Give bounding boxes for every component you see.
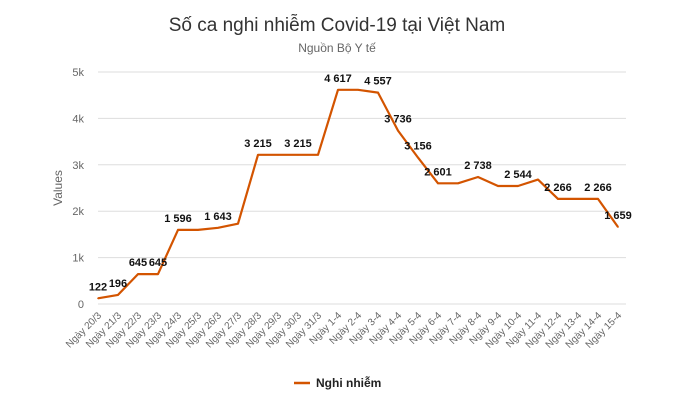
data-point <box>357 88 359 91</box>
y-tick-label: 3k <box>72 160 84 172</box>
gridlines <box>98 71 626 305</box>
y-tick-label: 0 <box>78 299 84 311</box>
y-tick-label: 5k <box>72 67 84 79</box>
data-point <box>477 176 479 178</box>
legend: Nghi nhiễm <box>294 375 381 390</box>
data-label: 4 557 <box>364 76 392 88</box>
data-label: 122 <box>89 281 107 293</box>
data-point <box>457 182 459 185</box>
data-point <box>397 129 399 132</box>
data-point <box>557 198 559 200</box>
y-axis-label: Values <box>51 170 65 206</box>
data-label: 3 215 <box>284 138 312 150</box>
chart-subtitle: Nguồn Bộ Y tế <box>298 41 376 55</box>
data-label: 196 <box>109 278 127 290</box>
data-point <box>537 178 539 181</box>
data-point <box>177 229 179 231</box>
data-point <box>577 198 579 200</box>
data-point <box>617 226 619 228</box>
data-label: 3 215 <box>244 138 272 150</box>
data-point <box>257 154 259 156</box>
data-point <box>517 185 519 187</box>
data-point <box>297 154 299 156</box>
data-label: 2 266 <box>544 182 572 194</box>
series-line-nghi-nhiem <box>97 88 619 300</box>
data-point <box>217 226 219 229</box>
data-label: 2 266 <box>584 182 612 194</box>
data-point <box>377 91 379 94</box>
data-label: 2 544 <box>504 169 532 181</box>
data-point <box>117 294 119 296</box>
data-point <box>337 88 339 91</box>
data-point <box>597 198 599 200</box>
data-label: 645 <box>149 257 167 269</box>
legend-label-nghi-nhiem: Nghi nhiễm <box>316 375 381 390</box>
data-label: 1 596 <box>164 213 192 225</box>
data-label: 4 617 <box>324 73 352 85</box>
y-tick-label: 1k <box>72 253 84 265</box>
data-point <box>317 154 319 156</box>
data-point <box>237 222 239 225</box>
data-point <box>497 185 499 187</box>
data-point <box>137 273 139 275</box>
data-point <box>197 229 199 231</box>
chart-title: Số ca nghi nhiễm Covid-19 tại Việt Nam <box>169 14 506 36</box>
data-point <box>157 273 159 275</box>
data-point <box>417 156 419 159</box>
data-label: 1 659 <box>604 210 632 222</box>
data-label: 3 736 <box>384 114 412 126</box>
data-point <box>277 154 279 156</box>
data-point <box>437 182 439 185</box>
series-layer <box>97 88 619 300</box>
y-tick-label: 4k <box>72 113 84 125</box>
y-tick-label: 2k <box>72 206 84 218</box>
data-label: 3 156 <box>404 141 432 153</box>
data-label: 1 643 <box>204 211 232 223</box>
y-axis-ticks: 0 1k 2k 3k 4k 5k <box>72 67 84 311</box>
data-label: 2 738 <box>464 160 492 172</box>
data-point <box>97 297 99 300</box>
data-label: 2 601 <box>424 166 452 178</box>
data-label: 645 <box>129 257 147 269</box>
